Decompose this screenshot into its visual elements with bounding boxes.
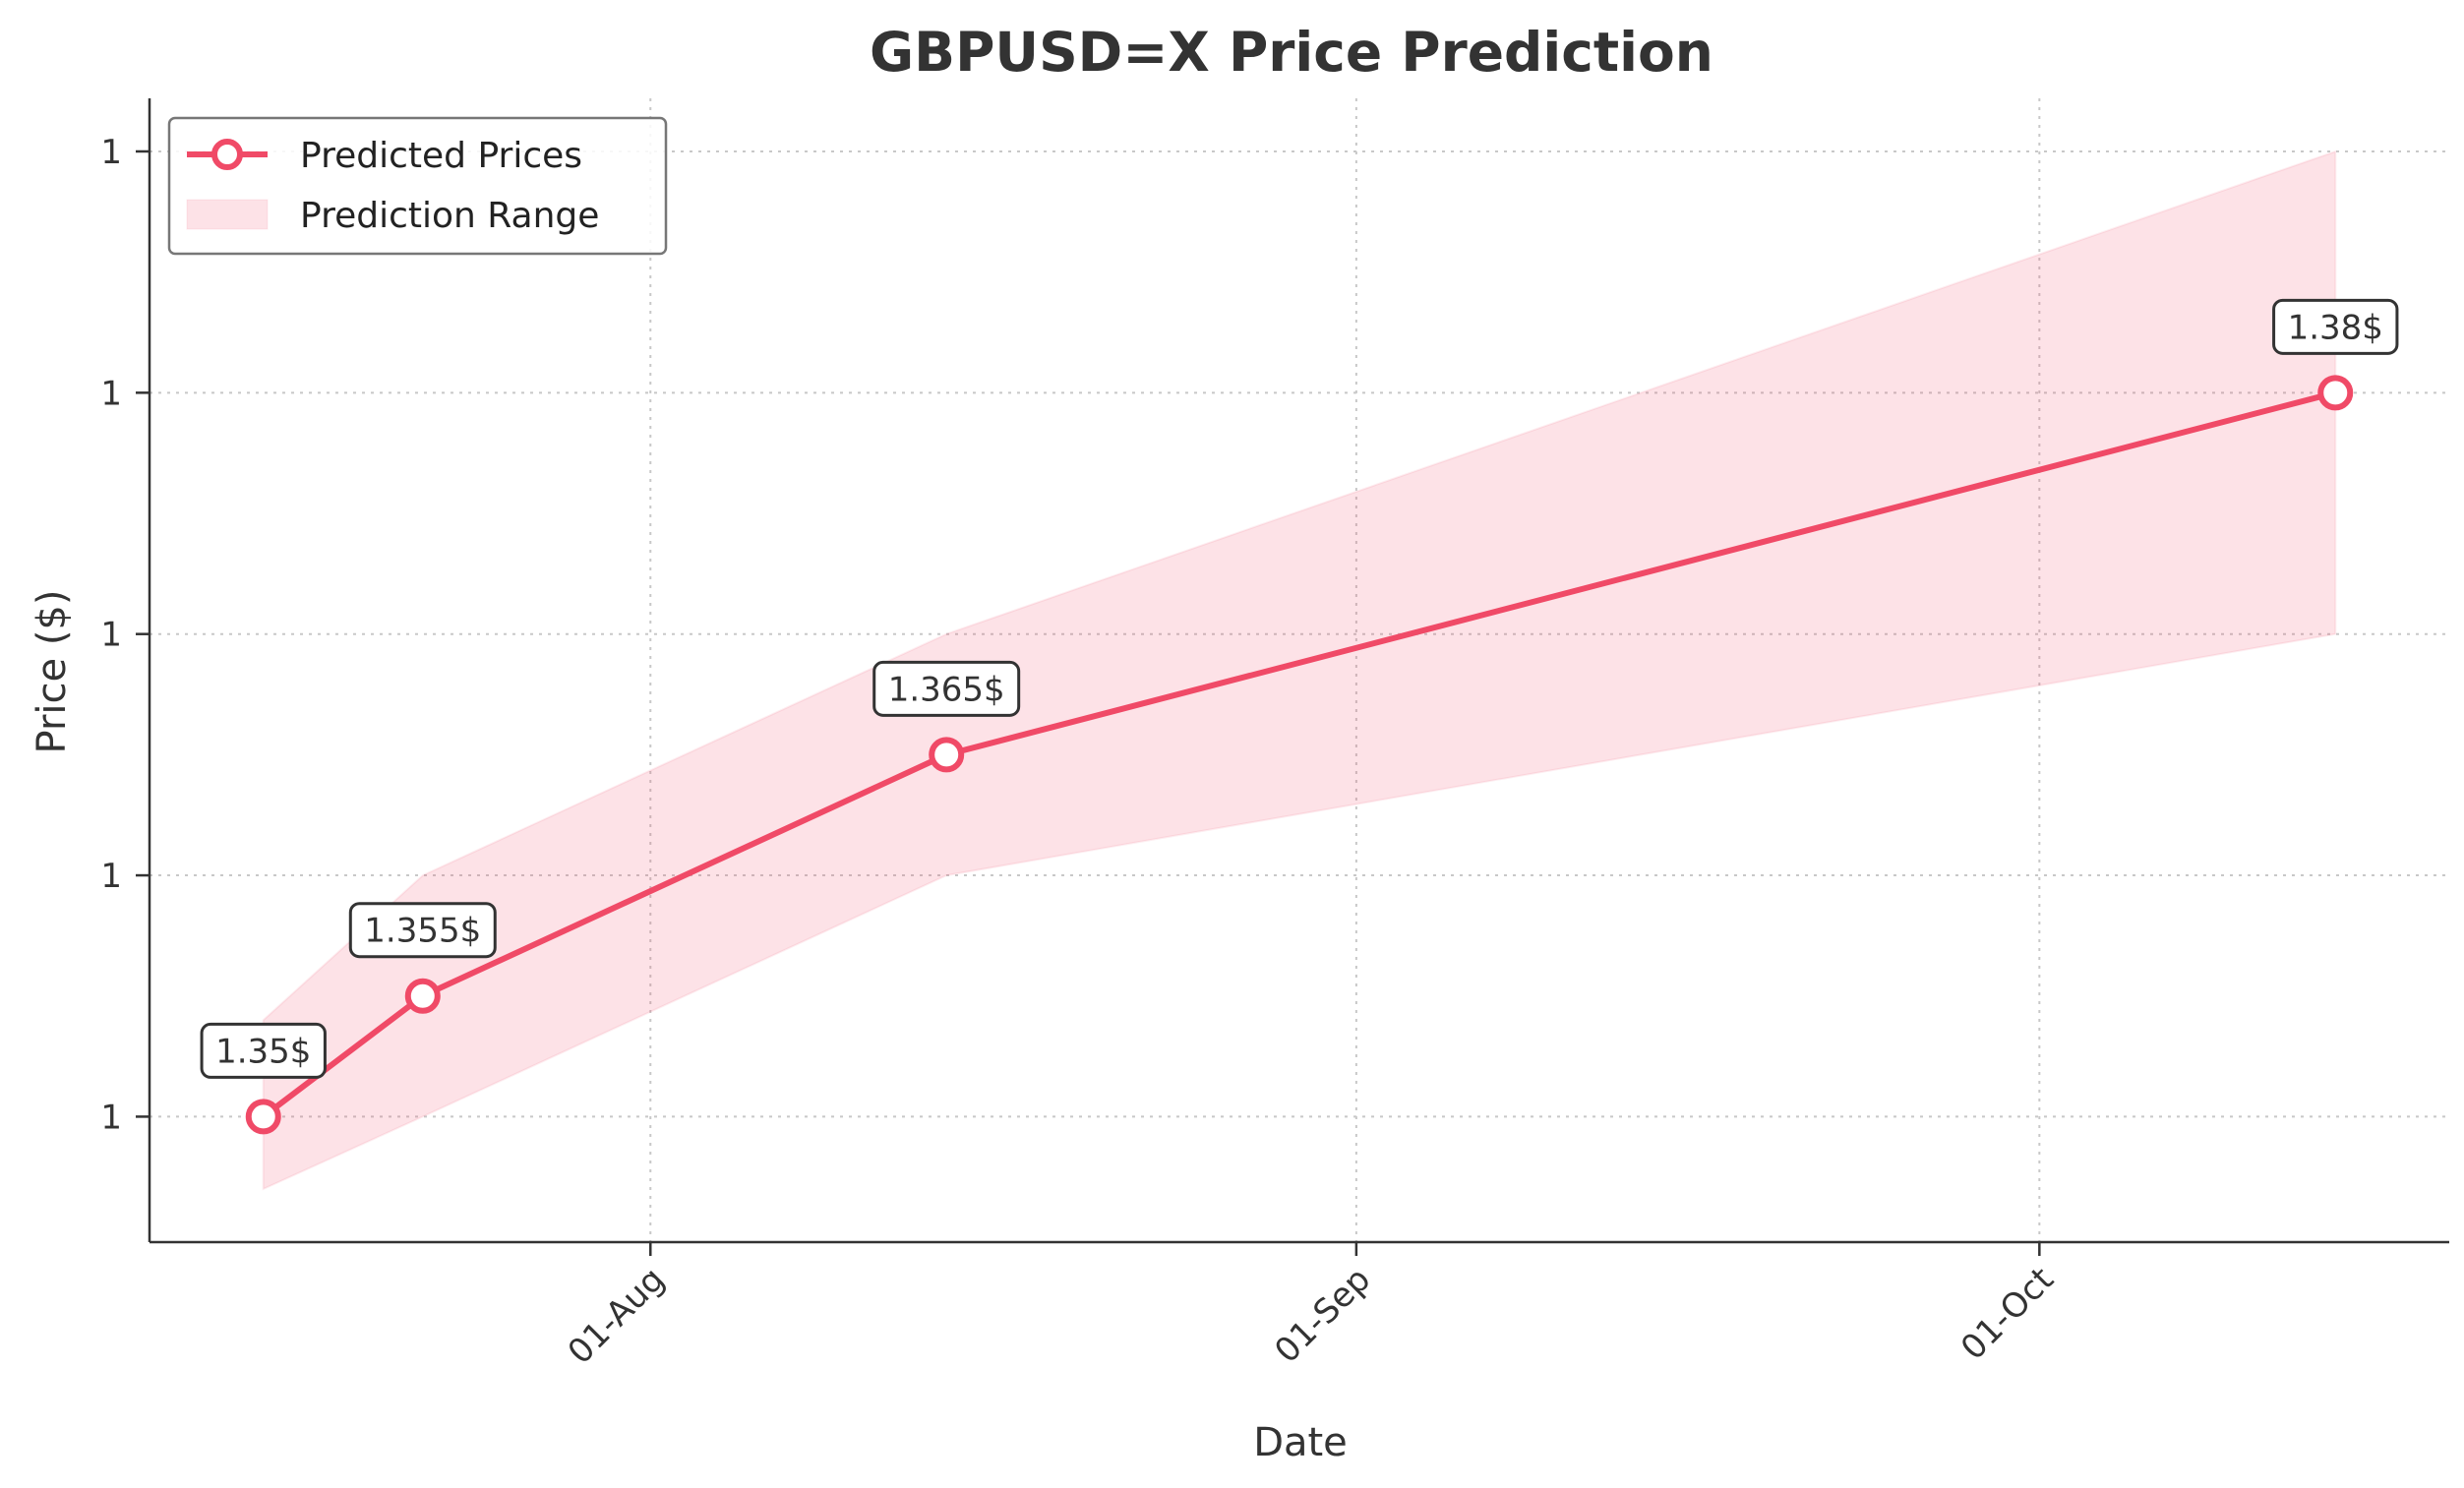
data-label: 1.35$ bbox=[200, 1022, 327, 1079]
data-label-box bbox=[872, 660, 1021, 717]
legend: Predicted Prices Prediction Range bbox=[167, 116, 668, 256]
x-tick-label: 01-Sep bbox=[1267, 1260, 1378, 1371]
legend-range-swatch bbox=[186, 199, 269, 230]
chart-title: GBPUSD=X Price Prediction bbox=[870, 21, 1713, 84]
y-tick-label: 1 bbox=[100, 1098, 122, 1137]
legend-label-range: Prediction Range bbox=[300, 196, 599, 236]
data-point bbox=[2317, 375, 2354, 411]
y-axis-label: Price ($) bbox=[30, 590, 75, 754]
data-label-text: 1.38$ bbox=[2288, 308, 2383, 347]
legend-frame bbox=[167, 116, 668, 256]
data-label: 1.38$ bbox=[2272, 298, 2399, 355]
data-label: 1.365$ bbox=[872, 660, 1021, 717]
data-label-text: 1.365$ bbox=[888, 670, 1005, 709]
data-label-box bbox=[348, 902, 497, 959]
data-label-text: 1.35$ bbox=[215, 1032, 311, 1071]
predicted-prices-line bbox=[261, 389, 2337, 1119]
data-label: 1.355$ bbox=[348, 902, 497, 959]
data-labels: 1.35$ 1.355$ 1.365$ 1.38$ bbox=[200, 298, 2399, 1079]
data-label-text: 1.355$ bbox=[364, 912, 481, 951]
data-label-box bbox=[200, 1022, 327, 1079]
legend-marker-swatch bbox=[211, 139, 243, 170]
legend-label-predicted: Predicted Prices bbox=[300, 136, 582, 176]
y-tick-label: 1 bbox=[100, 374, 122, 413]
data-point bbox=[929, 737, 965, 773]
x-axis-label: Date bbox=[1253, 1420, 1348, 1465]
data-point bbox=[245, 1099, 281, 1135]
data-points bbox=[245, 375, 2354, 1135]
prediction-range-band bbox=[262, 149, 2337, 1191]
y-ticks: 1 1 1 1 1 bbox=[100, 133, 150, 1137]
x-ticks: 01-Aug 01-Sep 01-Oct bbox=[561, 1242, 2062, 1372]
y-tick-label: 1 bbox=[100, 857, 122, 896]
x-tick-label: 01-Aug bbox=[561, 1260, 673, 1372]
x-tick-label: 01-Oct bbox=[1953, 1260, 2062, 1368]
data-point bbox=[404, 978, 441, 1014]
y-tick-label: 1 bbox=[100, 616, 122, 655]
data-label-box bbox=[2272, 298, 2399, 355]
y-tick-label: 1 bbox=[100, 133, 122, 172]
